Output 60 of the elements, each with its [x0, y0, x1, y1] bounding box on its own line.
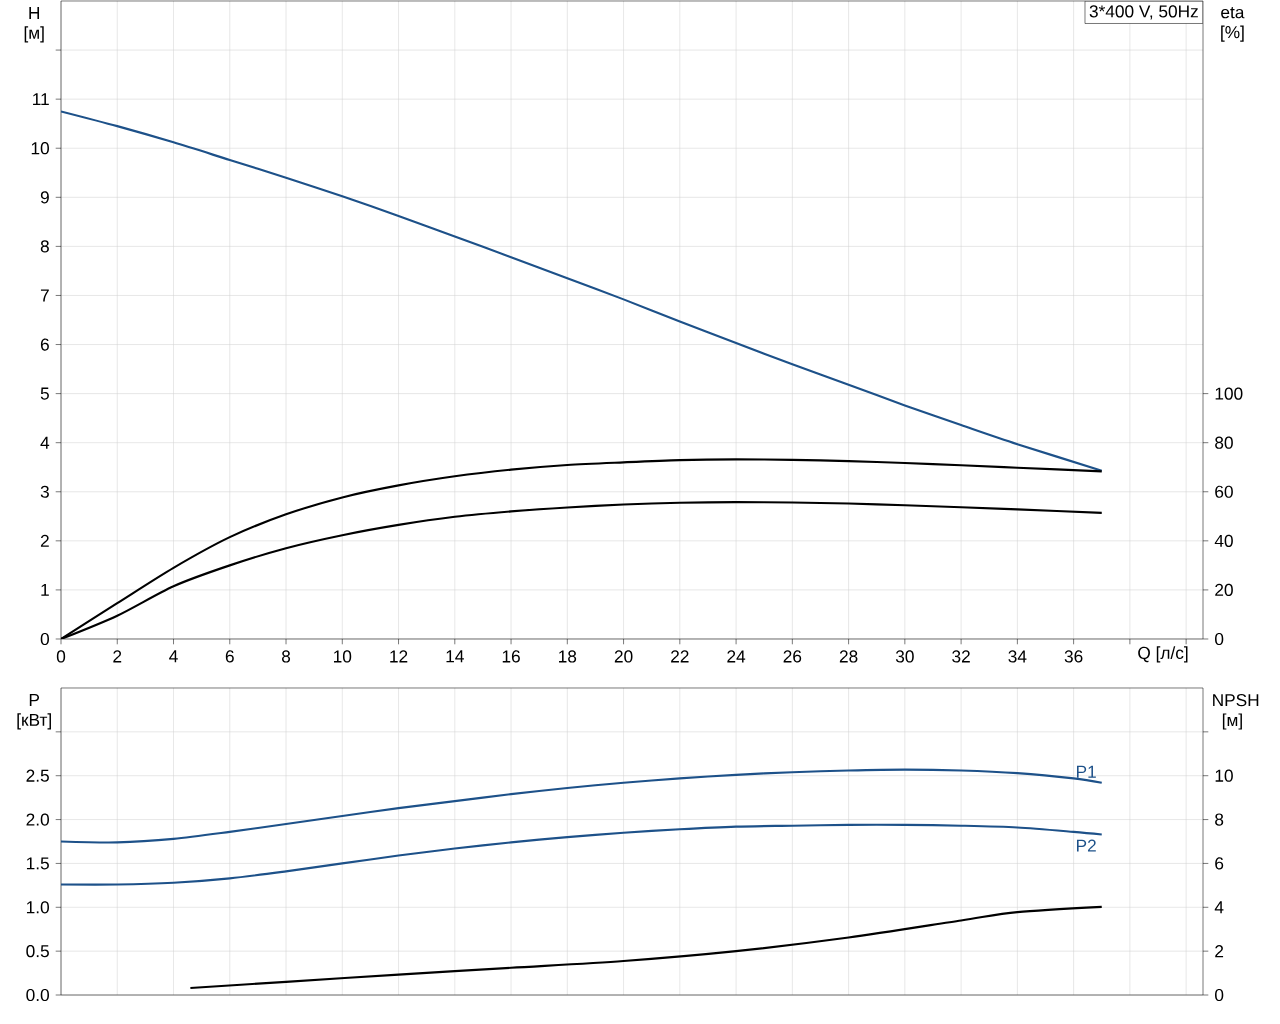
x-tick-label: 2	[113, 650, 122, 663]
series-label: P2	[1076, 839, 1096, 852]
y2-axis-title: eta [%]	[1221, 7, 1245, 42]
y2-tick-label: 60	[1215, 485, 1233, 498]
y2-tick-label: 80	[1215, 436, 1233, 449]
x-tick-label: 4	[169, 650, 178, 663]
y2-tick-label: 0	[1215, 632, 1224, 646]
chart-title: 3*400 V, 50Hz	[1089, 5, 1198, 20]
x-tick-label: 0	[56, 650, 66, 663]
y-tick-label: 0.5	[26, 945, 49, 958]
y-tick-label: 7	[40, 289, 49, 302]
x-axis-title: Q [л/с]	[1138, 646, 1188, 663]
y-tick-label: 4	[40, 436, 50, 449]
y2-tick-label: 2	[1215, 945, 1224, 958]
x-tick-label: 36	[1064, 650, 1083, 663]
series-label: P1	[1076, 765, 1096, 778]
y2-tick-label: 40	[1214, 534, 1233, 547]
y2-axis-title: NPSH [м]	[1213, 694, 1259, 730]
line-series	[61, 823, 1103, 886]
x-tick-label: 26	[783, 650, 802, 663]
line-series	[61, 110, 1103, 472]
y-tick-label: 8	[40, 240, 49, 253]
x-tick-label: 18	[559, 650, 577, 663]
line-series	[189, 905, 1103, 990]
y-tick-label: 2.0	[26, 813, 49, 826]
y-tick-label: 9	[40, 191, 49, 204]
y-tick-label: 0	[40, 632, 49, 646]
y-tick-label: 1.5	[26, 857, 49, 870]
x-tick-label: 20	[614, 650, 633, 663]
x-tick-label: 30	[895, 650, 914, 663]
y2-tick-label: 0	[1215, 988, 1224, 1002]
y2-tick-label: 4	[1214, 901, 1224, 914]
y-tick-label: 5	[40, 387, 49, 400]
x-tick-label: 6	[225, 650, 234, 663]
y2-tick-label: 10	[1215, 769, 1233, 782]
x-tick-label: 24	[727, 650, 746, 663]
y-tick-label: 1.0	[26, 901, 49, 914]
x-tick-label: 8	[281, 650, 291, 663]
y-tick-label: 3	[40, 485, 49, 498]
x-tick-label: 12	[390, 650, 408, 663]
y-tick-label: 6	[40, 338, 49, 351]
y-axis-title: P [кВт]	[17, 694, 51, 730]
y-tick-label: 10	[31, 142, 49, 155]
y-tick-label: 1	[41, 583, 49, 596]
x-tick-label: 10	[333, 650, 352, 663]
y-axis-title: H [м]	[24, 7, 44, 43]
y-tick-label: 11	[33, 93, 49, 106]
y-tick-label: 0.0	[26, 988, 49, 1002]
x-tick-label: 28	[839, 650, 858, 663]
x-tick-label: 22	[671, 650, 689, 663]
y2-tick-label: 100	[1215, 387, 1243, 400]
x-tick-label: 16	[502, 650, 520, 663]
x-tick-label: 14	[446, 650, 464, 663]
y-tick-label: 2	[40, 534, 49, 547]
y-tick-label: 2.5	[26, 769, 49, 782]
x-tick-label: 32	[952, 650, 970, 663]
y2-tick-label: 8	[1215, 813, 1224, 826]
y2-tick-label: 6	[1215, 857, 1224, 870]
y2-tick-label: 20	[1215, 583, 1233, 597]
x-tick-label: 34	[1008, 650, 1027, 663]
